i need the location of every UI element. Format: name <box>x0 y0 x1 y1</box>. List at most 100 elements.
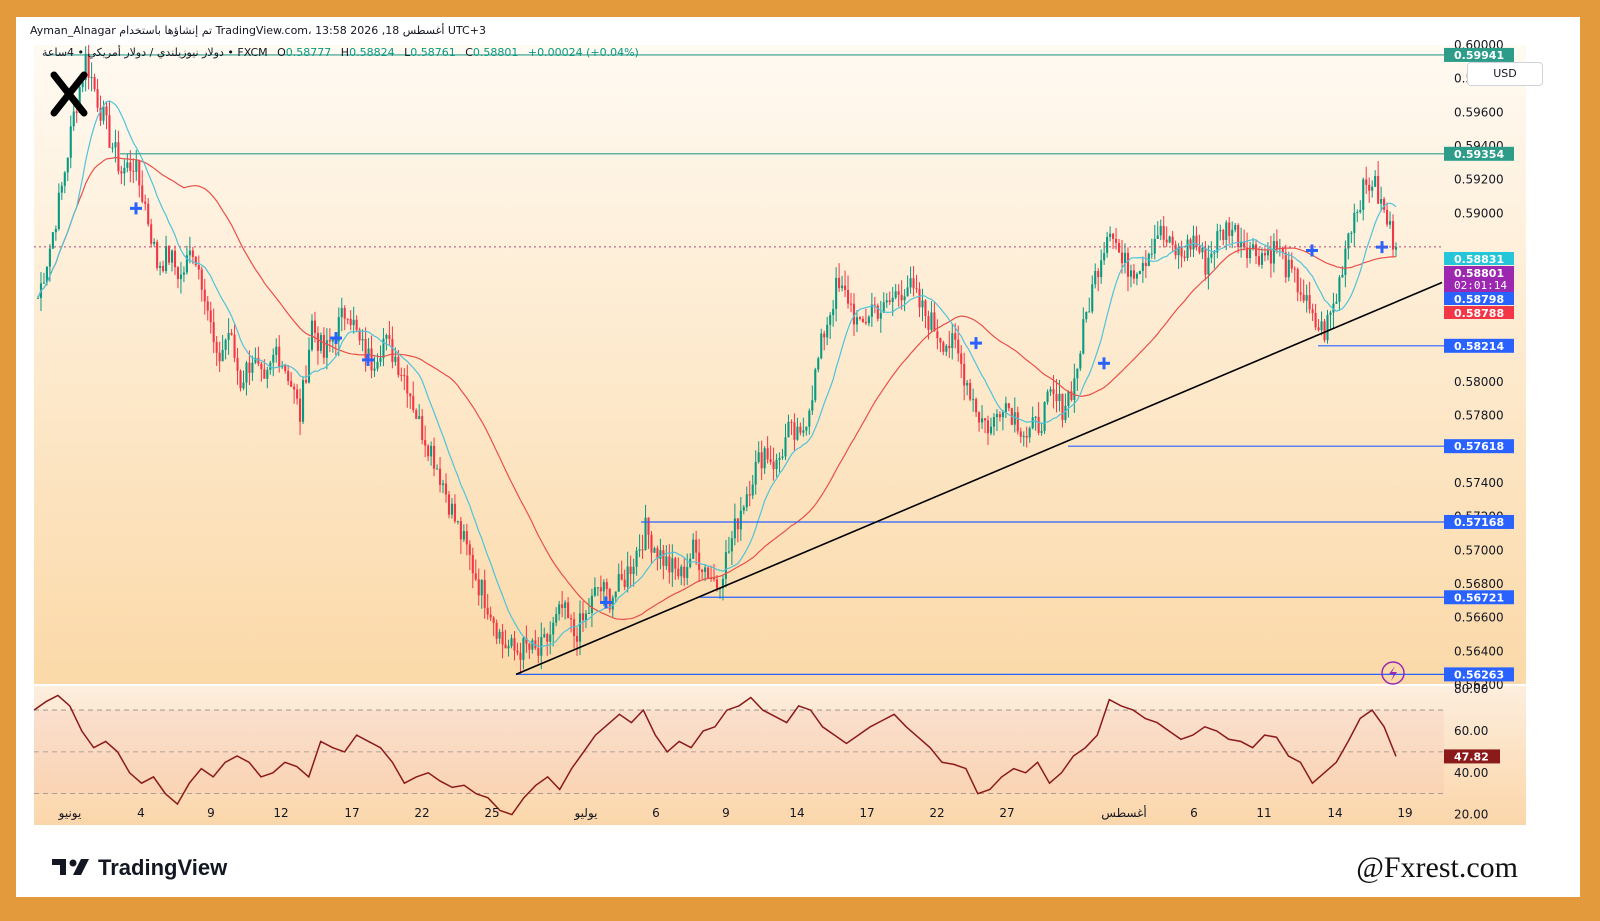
candle-body <box>903 296 906 301</box>
level-tag <box>1444 146 1514 161</box>
candle-body <box>1076 368 1079 379</box>
time-tick-label: 14 <box>789 806 804 820</box>
candle-body <box>528 643 531 650</box>
candle-body <box>1156 235 1159 239</box>
candle-body <box>1198 246 1201 253</box>
candle-body <box>1311 309 1314 313</box>
symbol-name: دولار نيوزيلندي / دولار أمريكي • 4ساعة •… <box>42 46 268 59</box>
time-tick-label: 11 <box>1256 806 1271 820</box>
candle-body <box>668 556 671 573</box>
candle-body <box>653 548 656 553</box>
candle-body <box>1386 209 1389 225</box>
time-tick-label: 12 <box>273 806 288 820</box>
candle-body <box>117 142 120 172</box>
candle-body <box>924 300 927 317</box>
candle-body <box>200 269 203 290</box>
candle-body <box>72 111 75 127</box>
candle-body <box>1123 252 1127 264</box>
candle-body <box>710 578 713 580</box>
candle-body <box>209 310 212 323</box>
rsi-tick-label: 80.00 <box>1454 682 1488 696</box>
candle-body <box>57 192 60 229</box>
candle-body <box>450 503 453 515</box>
candle-body <box>1171 236 1174 245</box>
candle-body <box>477 579 480 596</box>
candle-body <box>1287 259 1290 278</box>
candle-body <box>835 277 838 309</box>
candle-body <box>78 87 81 113</box>
price-tick-label: 0.56600 <box>1454 611 1504 625</box>
candle-body <box>278 346 281 368</box>
candle-body <box>1305 295 1308 301</box>
candle-body <box>704 567 707 572</box>
candle-body <box>197 265 200 270</box>
candle-body <box>882 302 885 313</box>
time-tick-label: 9 <box>722 806 730 820</box>
candle-body <box>328 340 331 342</box>
time-tick-label: 22 <box>929 806 944 820</box>
candle-body <box>254 357 257 363</box>
candle-body <box>531 640 534 650</box>
candle-body <box>736 518 739 530</box>
candle-body <box>302 380 305 422</box>
candle-body <box>1180 246 1183 257</box>
candle-body <box>260 363 263 370</box>
candle-body <box>245 362 248 383</box>
currency-selector[interactable]: USD <box>1467 62 1543 86</box>
candle-body <box>1067 391 1070 406</box>
candle-body <box>406 375 409 394</box>
time-tick-label: 17 <box>859 806 874 820</box>
candle-body <box>236 357 239 371</box>
candle-body <box>501 631 504 645</box>
candle-body <box>522 638 525 660</box>
candle-body <box>650 534 653 553</box>
candle-body <box>906 287 909 297</box>
candle-body <box>275 346 278 355</box>
candle-body <box>733 518 736 539</box>
candle-body <box>805 426 808 431</box>
time-tick-label: 6 <box>652 806 660 820</box>
candle-body <box>578 613 582 642</box>
level-tag-label: 0.56263 <box>1454 668 1504 681</box>
candle-body <box>546 634 549 642</box>
candle-body <box>739 510 742 530</box>
candle-body <box>555 614 558 623</box>
candle-body <box>1117 242 1121 253</box>
candle-body <box>677 568 680 577</box>
candle-body <box>1219 230 1222 232</box>
tv-logo-icon <box>52 859 89 875</box>
candle-body <box>933 312 936 332</box>
candle-body <box>1153 238 1156 254</box>
candle-body <box>969 382 972 400</box>
chart-svg: 0.600000.598000.596000.594000.592000.590… <box>33 38 1526 825</box>
candle-body <box>1085 311 1088 320</box>
candle-body <box>150 224 153 244</box>
candle-body <box>1263 253 1267 256</box>
candle-body <box>1055 394 1058 402</box>
candle-body <box>1040 431 1043 433</box>
candle-body <box>772 461 775 470</box>
candle-body <box>400 374 403 376</box>
candle-body <box>575 636 579 642</box>
candle-body <box>1391 221 1395 250</box>
candle-body <box>215 342 218 353</box>
candle-body <box>811 400 814 411</box>
candle-body <box>1135 273 1138 279</box>
candle-body <box>144 201 147 204</box>
candle-body <box>614 591 617 598</box>
candle-body <box>814 369 817 401</box>
candle-body <box>1126 252 1130 277</box>
candle-body <box>141 185 144 202</box>
level-tag <box>1444 47 1514 62</box>
candle-body <box>316 332 319 351</box>
candle-body <box>1204 247 1207 275</box>
candle-body <box>373 368 376 371</box>
candle-body <box>552 622 555 635</box>
candle-body <box>841 285 844 289</box>
candle-body <box>1109 233 1112 238</box>
ohlc-change: +0.00024 (+0.04%) <box>527 46 639 59</box>
candle-body <box>206 301 209 311</box>
candle-body <box>167 246 171 263</box>
candle-body <box>138 160 141 186</box>
